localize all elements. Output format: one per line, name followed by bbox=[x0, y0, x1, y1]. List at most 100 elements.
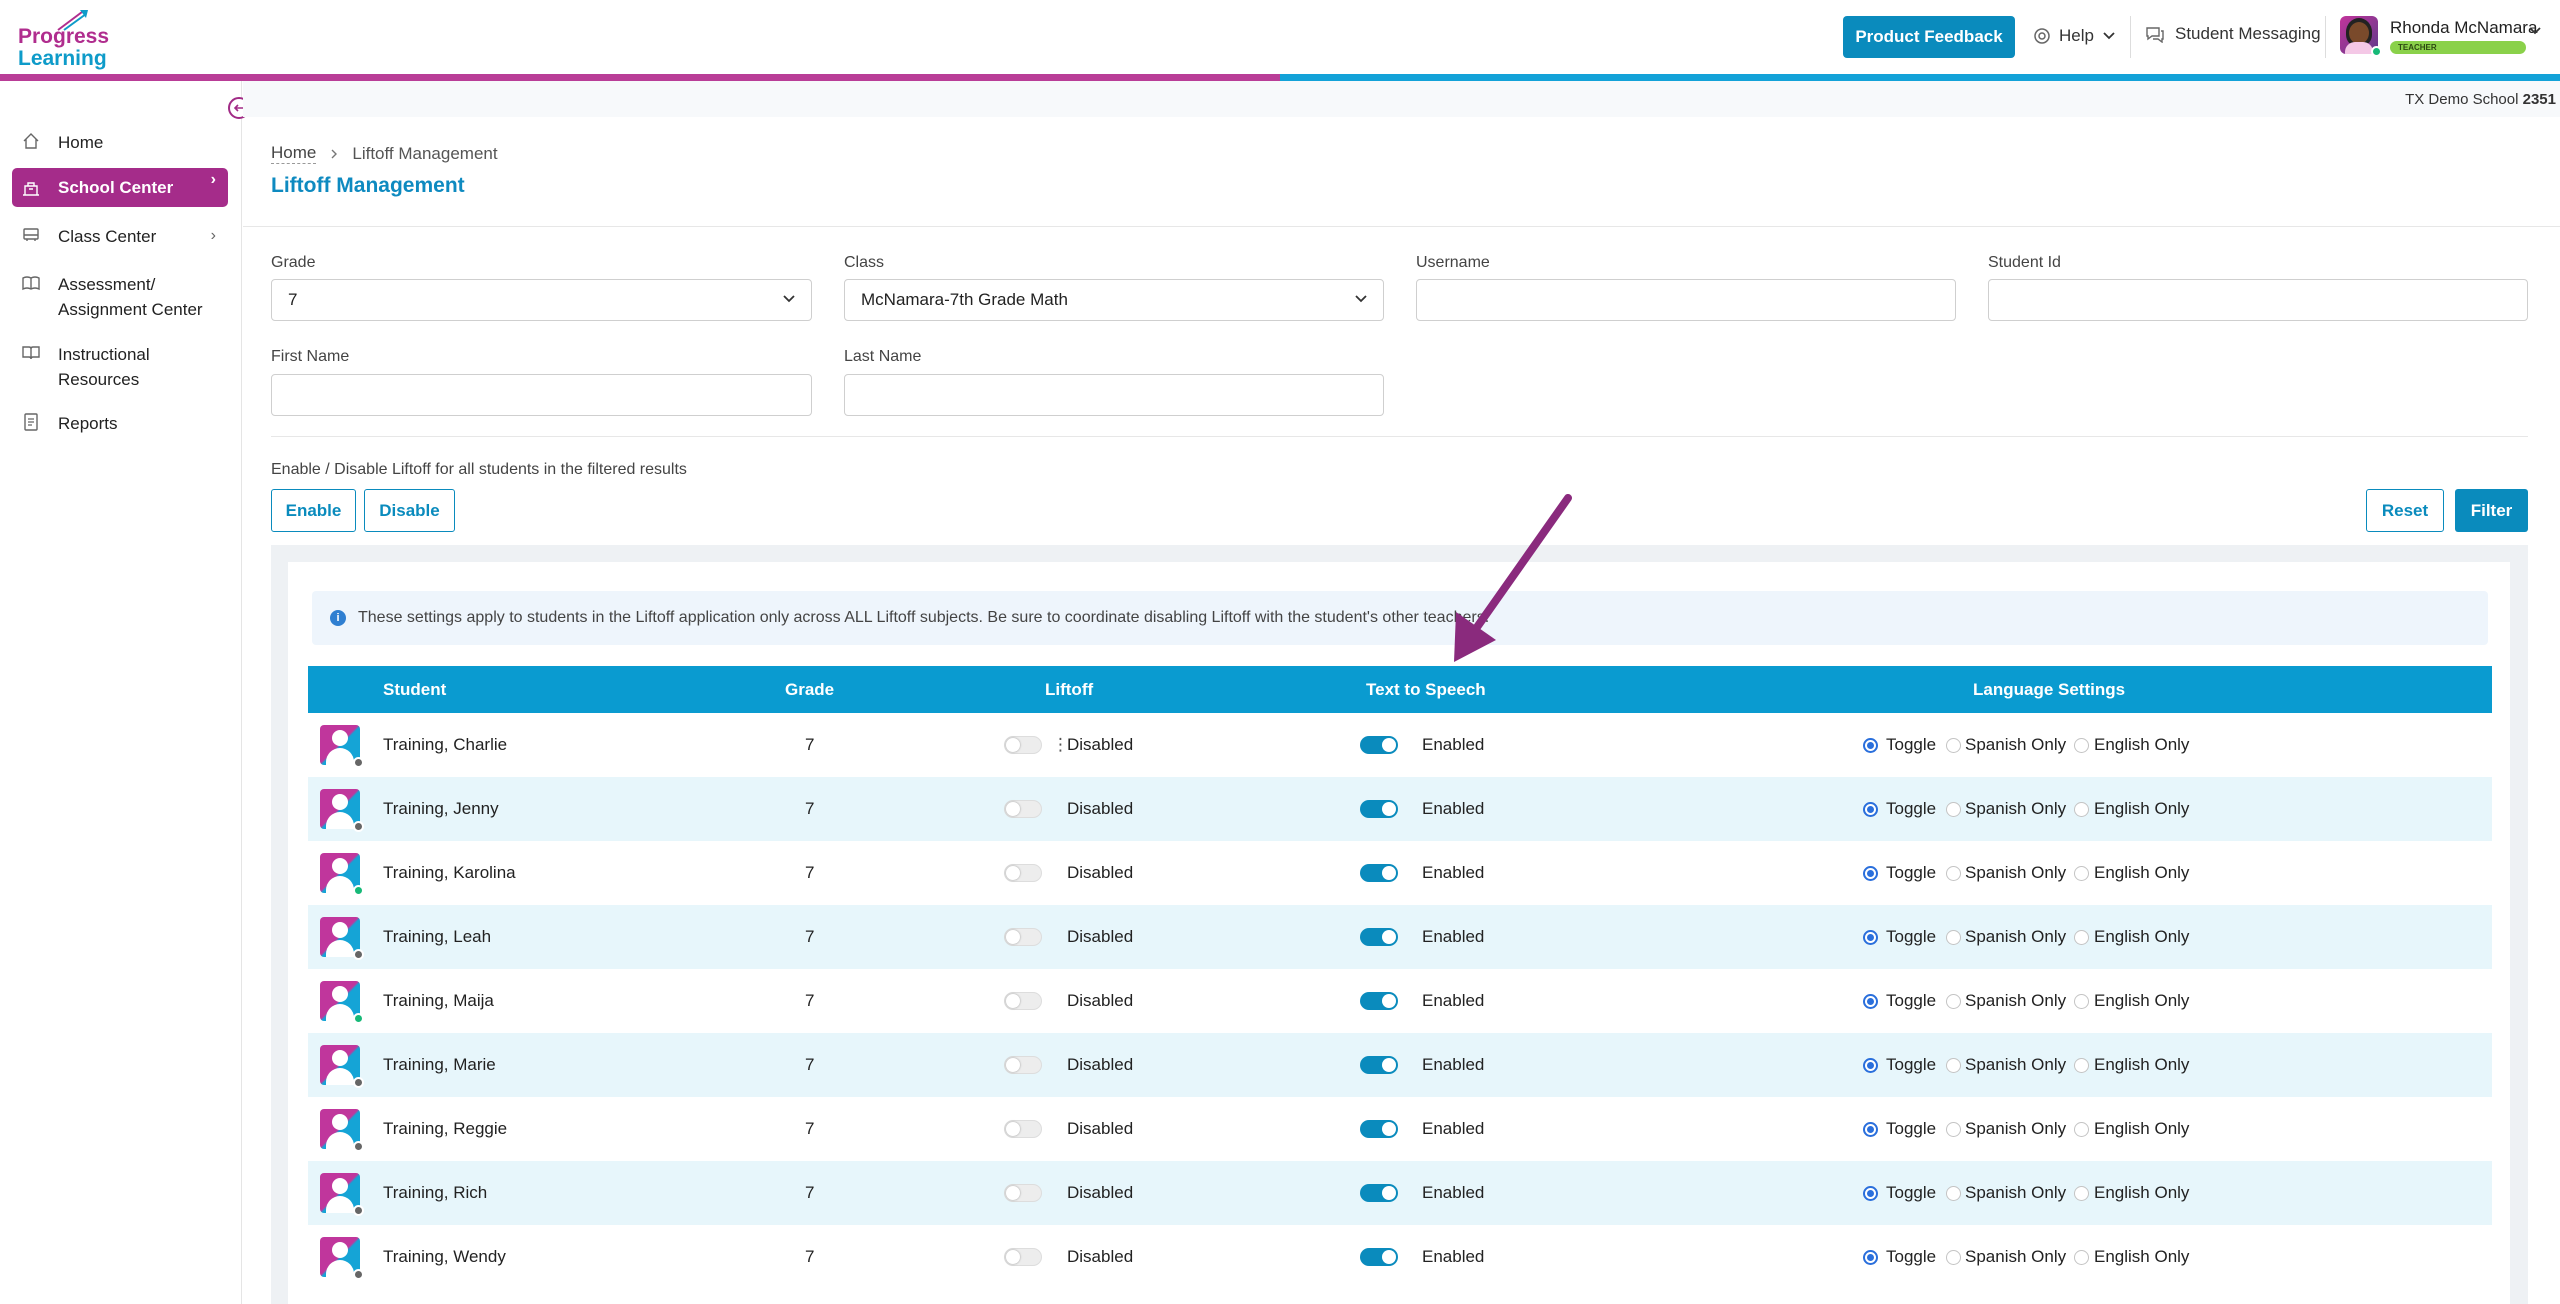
language-radio-english[interactable] bbox=[2074, 1250, 2089, 1265]
student-name[interactable]: Training, Charlie bbox=[383, 735, 508, 754]
language-option-label[interactable]: English Only bbox=[2094, 799, 2190, 818]
username-input[interactable] bbox=[1416, 279, 1956, 321]
language-option-label[interactable]: Spanish Only bbox=[1965, 799, 2067, 818]
language-radio-english[interactable] bbox=[2074, 802, 2089, 817]
language-option-label[interactable]: Toggle bbox=[1886, 1247, 1937, 1266]
product-feedback-button[interactable]: Product Feedback bbox=[1843, 16, 2015, 58]
column-header-language[interactable]: Language Settings bbox=[1973, 680, 2126, 699]
student-name[interactable]: Training, Karolina bbox=[383, 863, 516, 882]
sidebar-item-instructional-resources[interactable]: Instructional Resources bbox=[12, 342, 228, 392]
column-header-tts[interactable]: Text to Speech bbox=[1366, 680, 1486, 699]
language-option-label[interactable]: Spanish Only bbox=[1965, 991, 2067, 1010]
language-option-label[interactable]: Spanish Only bbox=[1965, 735, 2067, 754]
liftoff-toggle[interactable] bbox=[1004, 992, 1042, 1010]
student-id-input[interactable] bbox=[1988, 279, 2528, 321]
language-radio-toggle[interactable] bbox=[1863, 866, 1878, 881]
language-option-label[interactable]: Toggle bbox=[1886, 1119, 1937, 1138]
sidebar-item-class-center[interactable]: Class Center › bbox=[12, 224, 228, 249]
disable-all-button[interactable]: Disable bbox=[364, 489, 455, 532]
liftoff-toggle[interactable] bbox=[1004, 800, 1042, 818]
language-option-label[interactable]: Toggle bbox=[1886, 1055, 1937, 1074]
student-name[interactable]: Training, Maija bbox=[383, 991, 494, 1010]
language-option-label[interactable]: English Only bbox=[2094, 991, 2190, 1010]
language-radio-spanish[interactable] bbox=[1946, 994, 1961, 1009]
language-radio-toggle[interactable] bbox=[1863, 994, 1878, 1009]
last-name-input[interactable] bbox=[844, 374, 1384, 416]
student-name[interactable]: Training, Leah bbox=[383, 927, 492, 946]
language-option-label[interactable]: Toggle bbox=[1886, 1183, 1937, 1202]
language-radio-toggle[interactable] bbox=[1863, 930, 1878, 945]
language-option-label[interactable]: Spanish Only bbox=[1965, 1183, 2067, 1202]
language-radio-spanish[interactable] bbox=[1946, 866, 1961, 881]
language-option-label[interactable]: Toggle bbox=[1886, 927, 1937, 946]
language-radio-english[interactable] bbox=[2074, 930, 2089, 945]
column-header-student[interactable]: Student bbox=[383, 680, 447, 699]
language-radio-spanish[interactable] bbox=[1946, 930, 1961, 945]
language-option-label[interactable]: Spanish Only bbox=[1965, 1055, 2067, 1074]
language-option-label[interactable]: English Only bbox=[2094, 1247, 2190, 1266]
tts-toggle[interactable] bbox=[1360, 928, 1398, 946]
student-name[interactable]: Training, Marie bbox=[383, 1055, 496, 1074]
language-radio-english[interactable] bbox=[2074, 738, 2089, 753]
language-option-label[interactable]: Toggle bbox=[1886, 799, 1937, 818]
liftoff-toggle[interactable] bbox=[1004, 864, 1042, 882]
student-messaging-link[interactable]: Student Messaging bbox=[2145, 24, 2321, 44]
liftoff-toggle[interactable] bbox=[1004, 1056, 1042, 1074]
sidebar-item-reports[interactable]: Reports bbox=[12, 411, 228, 436]
language-option-label[interactable]: Toggle bbox=[1886, 735, 1937, 754]
tts-toggle[interactable] bbox=[1360, 1120, 1398, 1138]
language-radio-toggle[interactable] bbox=[1863, 1186, 1878, 1201]
tts-toggle[interactable] bbox=[1360, 1184, 1398, 1202]
language-radio-spanish[interactable] bbox=[1946, 802, 1961, 817]
student-name[interactable]: Training, Wendy bbox=[383, 1247, 506, 1266]
language-option-label[interactable]: English Only bbox=[2094, 735, 2190, 754]
help-menu[interactable]: Help bbox=[2033, 24, 2116, 48]
liftoff-toggle[interactable] bbox=[1004, 1120, 1042, 1138]
user-name[interactable]: Rhonda McNamara bbox=[2390, 18, 2538, 37]
language-radio-english[interactable] bbox=[2074, 1122, 2089, 1137]
language-radio-toggle[interactable] bbox=[1863, 1250, 1878, 1265]
language-option-label[interactable]: Toggle bbox=[1886, 863, 1937, 882]
liftoff-toggle[interactable] bbox=[1004, 928, 1042, 946]
reset-button[interactable]: Reset bbox=[2366, 489, 2444, 532]
language-option-label[interactable]: Toggle bbox=[1886, 991, 1937, 1010]
language-option-label[interactable]: English Only bbox=[2094, 927, 2190, 946]
chevron-down-icon[interactable] bbox=[2528, 26, 2542, 36]
language-radio-spanish[interactable] bbox=[1946, 1250, 1961, 1265]
language-radio-spanish[interactable] bbox=[1946, 738, 1961, 753]
enable-all-button[interactable]: Enable bbox=[271, 489, 356, 532]
language-option-label[interactable]: English Only bbox=[2094, 863, 2190, 882]
filter-button[interactable]: Filter bbox=[2455, 489, 2528, 532]
sidebar-item-school-center[interactable]: School Center › bbox=[12, 168, 228, 207]
tts-toggle[interactable] bbox=[1360, 864, 1398, 882]
language-radio-english[interactable] bbox=[2074, 866, 2089, 881]
student-name[interactable]: Training, Reggie bbox=[383, 1119, 508, 1138]
language-radio-toggle[interactable] bbox=[1863, 1122, 1878, 1137]
sidebar-item-assessment-center[interactable]: Assessment/Assignment Center bbox=[12, 272, 228, 322]
tts-toggle[interactable] bbox=[1360, 1248, 1398, 1266]
language-option-label[interactable]: Spanish Only bbox=[1965, 1247, 2067, 1266]
tts-toggle[interactable] bbox=[1360, 736, 1398, 754]
language-radio-english[interactable] bbox=[2074, 1058, 2089, 1073]
first-name-input[interactable] bbox=[271, 374, 812, 416]
class-select[interactable]: McNamara-7th Grade Math bbox=[844, 279, 1384, 321]
language-option-label[interactable]: Spanish Only bbox=[1965, 1119, 2067, 1138]
student-name[interactable]: Training, Jenny bbox=[383, 799, 499, 818]
tts-toggle[interactable] bbox=[1360, 1056, 1398, 1074]
language-radio-toggle[interactable] bbox=[1863, 738, 1878, 753]
language-option-label[interactable]: English Only bbox=[2094, 1183, 2190, 1202]
liftoff-toggle[interactable] bbox=[1004, 1184, 1042, 1202]
more-options-icon[interactable]: ⋮ bbox=[1052, 735, 1069, 754]
language-radio-toggle[interactable] bbox=[1863, 802, 1878, 817]
liftoff-toggle[interactable] bbox=[1004, 736, 1042, 754]
liftoff-toggle[interactable] bbox=[1004, 1248, 1042, 1266]
language-option-label[interactable]: Spanish Only bbox=[1965, 863, 2067, 882]
language-option-label[interactable]: English Only bbox=[2094, 1055, 2190, 1074]
language-option-label[interactable]: English Only bbox=[2094, 1119, 2190, 1138]
language-radio-spanish[interactable] bbox=[1946, 1186, 1961, 1201]
tts-toggle[interactable] bbox=[1360, 992, 1398, 1010]
language-radio-spanish[interactable] bbox=[1946, 1058, 1961, 1073]
language-radio-toggle[interactable] bbox=[1863, 1058, 1878, 1073]
language-radio-spanish[interactable] bbox=[1946, 1122, 1961, 1137]
breadcrumb-home-link[interactable]: Home bbox=[271, 143, 317, 164]
